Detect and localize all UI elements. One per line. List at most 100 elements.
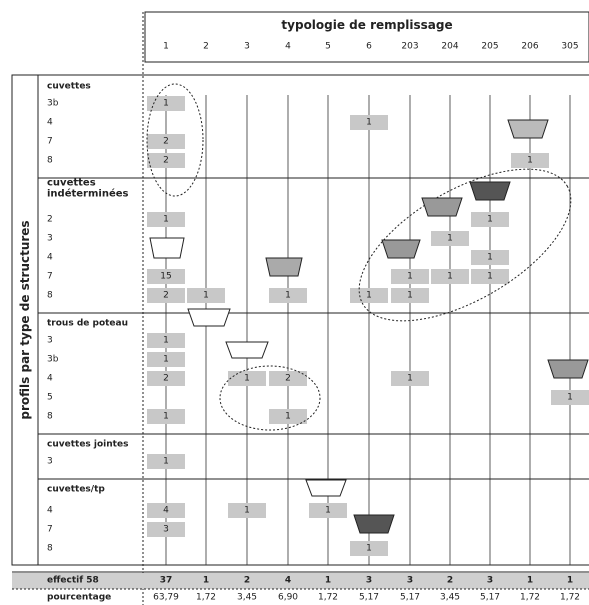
cell-value: 1 — [163, 214, 169, 224]
row-label: 7 — [47, 136, 53, 146]
cell — [147, 454, 185, 469]
cell-value: 1 — [163, 411, 169, 421]
footer-value: 3 — [365, 575, 373, 586]
cell — [147, 288, 185, 303]
cell-value: 1 — [487, 271, 493, 281]
row-label: 4 — [47, 252, 53, 262]
annotations — [146, 83, 572, 431]
cell — [147, 269, 185, 284]
footer-value: 6,90 — [277, 592, 299, 603]
profile-icon — [265, 257, 303, 277]
row-label: 3 — [47, 335, 53, 345]
column-label: 6 — [366, 41, 372, 52]
cell-value: 1 — [163, 354, 169, 364]
footer-value: 5,17 — [479, 592, 501, 603]
footer-value: 2 — [243, 575, 251, 586]
cell — [147, 503, 185, 518]
footer-value: 2 — [446, 575, 454, 586]
group-title: cuvettes/tp — [47, 484, 105, 495]
cell — [147, 371, 185, 386]
cell-value: 1 — [325, 505, 331, 515]
cell-value: 2 — [163, 155, 169, 165]
footer-value: 37 — [159, 575, 173, 586]
cell-value: 1 — [487, 252, 493, 262]
cell — [391, 371, 429, 386]
cell — [551, 390, 589, 405]
profile-icon — [187, 308, 231, 327]
cell-value: 2 — [163, 373, 169, 383]
row-label: 3 — [47, 233, 53, 243]
dashed-ellipse — [146, 83, 204, 197]
cell — [350, 115, 388, 130]
cell — [147, 96, 185, 111]
row-label: 4 — [47, 373, 53, 383]
profile-icon — [353, 514, 395, 534]
profile-icon — [547, 359, 589, 379]
column-label: 3 — [244, 41, 250, 52]
cell-value: 2 — [285, 373, 291, 383]
row-label: 8 — [47, 290, 53, 300]
cell — [147, 153, 185, 168]
cell-value: 1 — [407, 271, 413, 281]
row-label: 8 — [47, 543, 53, 553]
footer-value: 4 — [284, 575, 292, 586]
row-label: 5 — [47, 392, 53, 402]
footer-value: 1,72 — [195, 592, 217, 603]
column-label: 203 — [401, 41, 419, 52]
cell — [391, 288, 429, 303]
cell-value: 1 — [366, 117, 372, 127]
footer-label: effectif 58 — [47, 575, 99, 586]
footer-value: 1 — [324, 575, 332, 586]
cell — [147, 522, 185, 537]
cell — [147, 212, 185, 227]
cell-value: 1 — [285, 290, 291, 300]
column-label: 4 — [285, 41, 291, 52]
row-label: 3b — [47, 98, 59, 108]
footer-value: 1 — [566, 575, 574, 586]
cell-value: 1 — [567, 392, 573, 402]
group-title: cuvettes indéterminées — [47, 177, 129, 199]
column-label: 204 — [441, 41, 459, 52]
cell-value: 1 — [285, 411, 291, 421]
cell — [228, 503, 266, 518]
column-label: 305 — [561, 41, 579, 52]
column-label: 1 — [163, 41, 169, 52]
group-title: cuvettes — [47, 81, 91, 92]
cell — [309, 503, 347, 518]
side-label: profils par type de structures — [18, 220, 32, 420]
cell — [431, 269, 469, 284]
dashed-ellipse — [358, 168, 572, 322]
row-label: 4 — [47, 117, 53, 127]
cell-value: 2 — [163, 290, 169, 300]
cell — [147, 409, 185, 424]
cell-value: 1 — [527, 155, 533, 165]
footer-value: 5,17 — [358, 592, 380, 603]
cell — [147, 352, 185, 367]
cell-value: 1 — [366, 543, 372, 553]
profile-icon — [421, 197, 463, 217]
profile-icon — [381, 239, 421, 259]
profile-icon — [469, 181, 511, 201]
cell — [147, 134, 185, 149]
cell — [471, 250, 509, 265]
footer-value: 1,72 — [317, 592, 339, 603]
side-box — [11, 74, 39, 566]
cell-value: 3 — [163, 524, 169, 534]
footer-value: 1 — [202, 575, 210, 586]
cell — [350, 541, 388, 556]
footer-label: pourcentage — [47, 592, 112, 603]
cell-value: 1 — [366, 290, 372, 300]
row-label: 7 — [47, 524, 53, 534]
cell-value: 15 — [160, 271, 172, 281]
footer-value: 5,17 — [399, 592, 421, 603]
group-title: cuvettes jointes — [47, 439, 129, 450]
footer-value: 3,45 — [236, 592, 258, 603]
header-box — [144, 11, 589, 63]
cell — [471, 212, 509, 227]
row-label: 2 — [47, 214, 53, 224]
header-title: typologie de remplissage — [281, 18, 453, 32]
column-label: 206 — [521, 41, 539, 52]
cell-value: 1 — [163, 335, 169, 345]
row-label: 7 — [47, 271, 53, 281]
